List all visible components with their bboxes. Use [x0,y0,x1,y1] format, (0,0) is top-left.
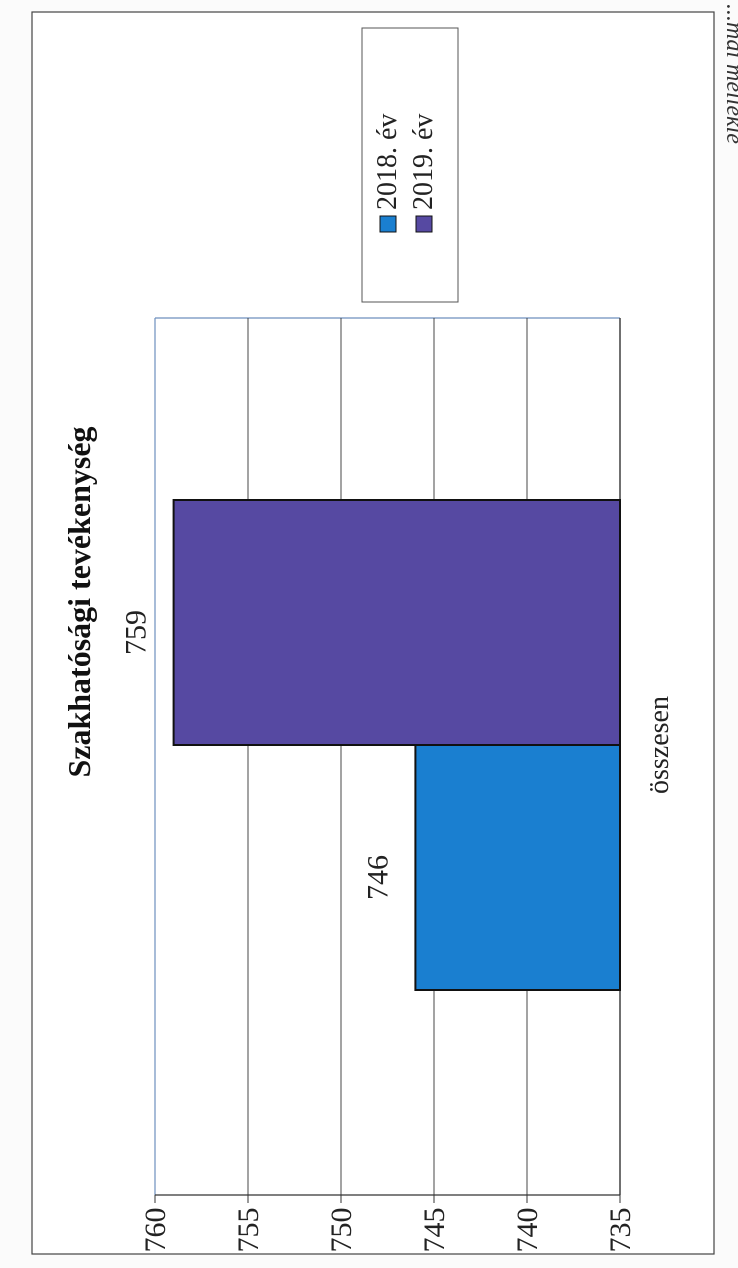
header-fragment: ...mai mellékle [721,4,738,144]
data-label: 759 [120,610,153,655]
bar-2018-v [414,744,621,991]
y-tick-label: 735 [604,1208,637,1253]
legend-entry: 2018. év [372,114,403,233]
chart-title: Szakhatósági tevékenység [61,426,97,777]
y-tick-label: 740 [511,1208,544,1253]
y-tick-label: 750 [325,1208,358,1253]
y-tick-label: 760 [139,1208,172,1253]
y-tick-label: 755 [232,1208,265,1253]
y-tick-label: 745 [418,1208,451,1253]
category-label: összesen [644,696,675,794]
legend-box [361,27,459,303]
bar-2019-v [172,499,621,746]
plot-area: 735 740 745 750 755 760 746 759 összesen [120,317,675,1253]
data-label: 746 [361,855,394,900]
legend-label: 2018. év [372,114,403,210]
legend-entry: 2019. év [408,114,439,233]
legend-label: 2019. év [408,114,439,210]
legend-swatch [415,215,433,233]
legend-swatch [379,215,397,233]
legend: 2018. év 2019. év [372,114,439,233]
